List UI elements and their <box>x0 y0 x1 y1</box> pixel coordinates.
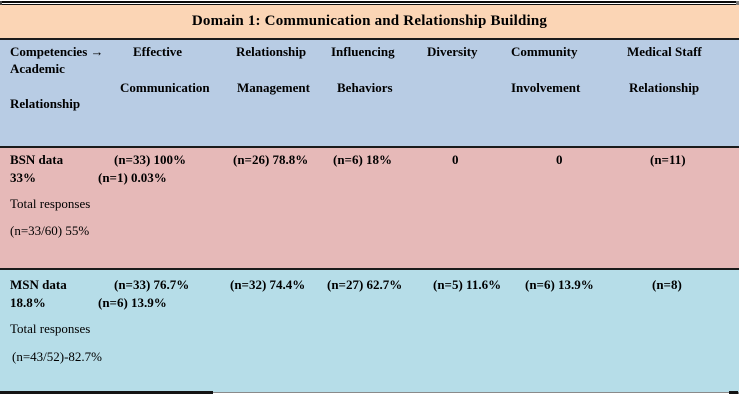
bottom-border-right-tick <box>729 391 738 394</box>
msn-influencing-value: (n=27) 62.7% <box>327 277 403 292</box>
header-competencies-label: Competencies → <box>10 44 104 59</box>
bsn-influencing-value: (n=6) 18% <box>333 152 393 167</box>
bsn-pct-value: 33% <box>10 170 36 185</box>
msn-community-value: (n=6) 13.9% <box>525 277 594 292</box>
bsn-data-row: BSN data (n=33) 100% (n=26) 78.8% (n=6) … <box>0 148 739 268</box>
header-col-influencing-line1: Influencing <box>331 44 395 59</box>
bsn-msn-divider <box>0 268 739 270</box>
header-academic-label: Academic <box>10 61 65 76</box>
bsn-medical-staff-value: (n=11) <box>650 152 686 167</box>
bottom-border <box>0 392 739 393</box>
title-divider <box>0 38 739 40</box>
bsn-total-value: (n=33/60) 55% <box>10 223 90 238</box>
bsn-diversity-value: 0 <box>452 152 459 167</box>
header-col-diversity: Diversity <box>427 44 478 59</box>
header-col-community-line1: Community <box>511 44 578 59</box>
header-row: Competencies → Academic Relationship Eff… <box>0 40 739 146</box>
header-divider <box>0 146 739 148</box>
bsn-community-value: 0 <box>556 152 563 167</box>
bsn-wrap-value: (n=1) 0.03% <box>98 170 167 185</box>
msn-effective-value: (n=33) 76.7% <box>114 277 190 292</box>
msn-pct-value: 18.8% <box>10 295 46 310</box>
msn-diversity-value: (n=5) 11.6% <box>433 277 502 292</box>
header-relationship-label: Relationship <box>10 96 81 111</box>
msn-total-value: (n=43/52)-82.7% <box>12 349 103 364</box>
header-col-medical-staff-line1: Medical Staff <box>627 44 702 59</box>
bottom-border-thick-segment <box>0 391 213 394</box>
bsn-total-label: Total responses <box>10 196 91 211</box>
bsn-row-label: BSN data <box>10 152 64 167</box>
header-col-relationship-line1: Relationship <box>236 44 307 59</box>
header-col-relationship-line2: Management <box>237 80 310 95</box>
msn-row-label: MSN data <box>10 277 67 292</box>
bsn-effective-value: (n=33) 100% <box>114 152 187 167</box>
msn-total-label: Total responses <box>10 321 91 336</box>
table-title-bar: Domain 1: Communication and Relationship… <box>0 5 739 38</box>
header-col-effective-line1: Effective <box>133 44 183 59</box>
header-col-medical-staff-line2: Relationship <box>629 80 700 95</box>
table-title: Domain 1: Communication and Relationship… <box>191 13 548 29</box>
header-col-effective-line2: Communication <box>120 80 210 95</box>
top-border-outer <box>0 1 739 3</box>
msn-wrap-value: (n=6) 13.9% <box>98 295 167 310</box>
msn-data-row: MSN data (n=33) 76.7% (n=32) 74.4% (n=27… <box>0 270 739 392</box>
header-col-influencing-line2: Behaviors <box>337 80 393 95</box>
bsn-relationship-value: (n=26) 78.8% <box>233 152 309 167</box>
header-col-community-line2: Involvement <box>511 80 581 95</box>
msn-relationship-value: (n=32) 74.4% <box>230 277 306 292</box>
msn-medical-staff-value: (n=8) <box>652 277 682 292</box>
top-border-inner <box>0 4 739 5</box>
